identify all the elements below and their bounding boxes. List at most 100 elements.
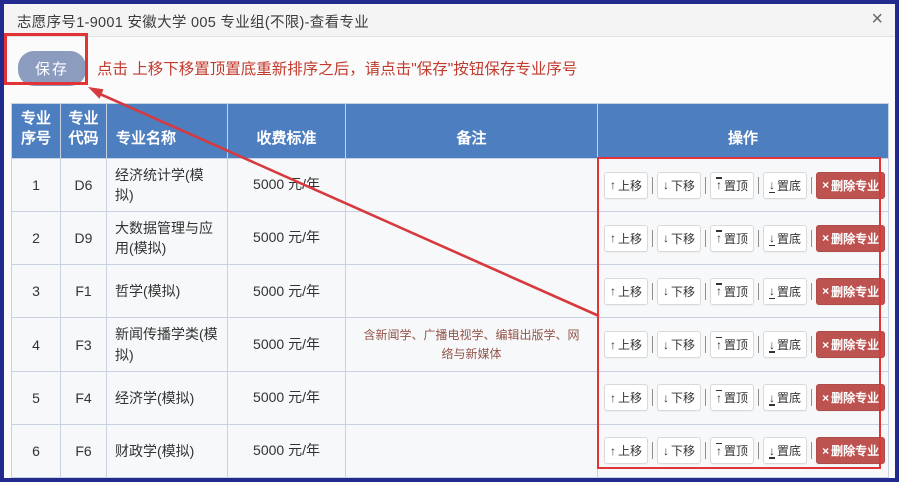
fee-cell: 5000 元/年 (227, 317, 346, 372)
move-down-icon: ↓ (663, 178, 670, 193)
move-to-bottom-button[interactable]: ↓ 置底 (763, 331, 808, 359)
remark-cell (345, 157, 598, 213)
save-button[interactable]: 保存 (18, 51, 87, 86)
move-to-top-button[interactable]: ↑ 置顶 (710, 331, 755, 359)
delete-major-button[interactable]: × 删除专业 (816, 331, 886, 359)
header-code: 专业代码 (60, 103, 107, 159)
move-up-icon: ↑ (610, 178, 616, 193)
move-to-top-button[interactable]: ↑ 置顶 (710, 171, 755, 199)
delete-major-button[interactable]: × 删除专业 (816, 171, 886, 199)
move-up-button[interactable]: ↑ 上移 (604, 277, 649, 305)
move-to-top-icon: ↑ (716, 177, 723, 193)
fee-cell: 5000 元/年 (227, 423, 346, 478)
move-to-top-button[interactable]: ↑ 置顶 (710, 277, 755, 305)
seq-cell: 6 (11, 423, 61, 478)
code-cell: F6 (60, 423, 107, 478)
remark-cell (345, 211, 598, 266)
delete-icon: × (822, 284, 830, 299)
major-name-cell: 大数据管理与应用(模拟) (106, 211, 228, 266)
fee-cell: 5000 元/年 (227, 264, 346, 319)
delete-icon: × (822, 231, 830, 246)
separator (758, 442, 760, 460)
separator (652, 282, 654, 300)
move-up-button[interactable]: ↑ 上移 (604, 384, 649, 412)
move-up-button[interactable]: ↑ 上移 (604, 437, 649, 465)
separator (758, 336, 760, 354)
delete-major-button[interactable]: × 删除专业 (816, 437, 886, 465)
major-row: 6 F6 财政学(模拟) 5000 元/年 ↑ 上移 ↓ 下移 (11, 423, 889, 478)
operation-buttons: ↑ 上移 ↓ 下移 ↑ 置顶 ↓ 置底 × 删除专 (604, 331, 888, 359)
move-up-button[interactable]: ↑ 上移 (604, 171, 649, 199)
move-to-top-button[interactable]: ↑ 置顶 (710, 224, 755, 252)
seq-cell: 1 (11, 157, 61, 213)
toolbar: 保存 点击 上移下移置顶置底重新排序之后，请点击"保存"按钮保存专业序号 (4, 38, 895, 102)
majors-table: 专业序号 专业代码 专业名称 收费标准 备注 操作 1 D6 经济统计学(模拟)… (11, 103, 889, 478)
separator (758, 389, 760, 407)
move-to-top-icon: ↑ (716, 336, 723, 352)
move-down-button[interactable]: ↓ 下移 (657, 277, 702, 305)
separator (652, 389, 654, 407)
major-name-cell: 哲学(模拟) (106, 264, 228, 319)
move-down-icon: ↓ (663, 443, 670, 458)
operation-buttons: ↑ 上移 ↓ 下移 ↑ 置顶 ↓ 置底 × 删除专 (604, 171, 888, 199)
separator (705, 442, 707, 460)
move-to-bottom-button[interactable]: ↓ 置底 (763, 384, 808, 412)
remark-cell: 含新闻学、广播电视学、编辑出版学、网络与新媒体 (345, 317, 598, 372)
move-to-bottom-button[interactable]: ↓ 置底 (763, 277, 808, 305)
move-to-bottom-button[interactable]: ↓ 置底 (763, 437, 808, 465)
fee-cell: 5000 元/年 (227, 157, 346, 213)
delete-icon: × (822, 337, 830, 352)
separator (705, 282, 707, 300)
move-up-icon: ↑ (610, 231, 616, 246)
move-down-button[interactable]: ↓ 下移 (657, 331, 702, 359)
separator (811, 282, 813, 300)
operations-cell: ↑ 上移 ↓ 下移 ↑ 置顶 ↓ 置底 × 删除专 (597, 317, 889, 372)
save-instruction-text: 点击 上移下移置顶置底重新排序之后，请点击"保存"按钮保存专业序号 (97, 61, 578, 78)
close-icon[interactable]: × (871, 8, 883, 30)
major-row: 4 F3 新闻传播学类(模拟) 5000 元/年 含新闻学、广播电视学、编辑出版… (11, 317, 889, 372)
move-up-button[interactable]: ↑ 上移 (604, 331, 649, 359)
separator (652, 176, 654, 194)
fee-cell: 5000 元/年 (227, 370, 346, 425)
delete-major-button[interactable]: × 删除专业 (816, 384, 886, 412)
header-actions: 操作 (597, 103, 889, 159)
move-to-top-button[interactable]: ↑ 置顶 (710, 437, 755, 465)
operations-cell: ↑ 上移 ↓ 下移 ↑ 置顶 ↓ 置底 × 删除专 (597, 157, 889, 213)
move-down-button[interactable]: ↓ 下移 (657, 437, 702, 465)
separator (705, 229, 707, 247)
seq-cell: 4 (11, 317, 61, 372)
move-to-bottom-icon: ↓ (769, 337, 776, 353)
move-to-bottom-icon: ↓ (769, 284, 776, 300)
code-cell: D9 (60, 211, 107, 266)
seq-cell: 2 (11, 211, 61, 266)
move-down-button[interactable]: ↓ 下移 (657, 384, 702, 412)
operations-cell: ↑ 上移 ↓ 下移 ↑ 置顶 ↓ 置底 × 删除专 (597, 211, 889, 266)
separator (758, 282, 760, 300)
delete-major-button[interactable]: × 删除专业 (816, 224, 886, 252)
separator (705, 336, 707, 354)
major-name-cell: 财政学(模拟) (106, 423, 228, 478)
operation-buttons: ↑ 上移 ↓ 下移 ↑ 置顶 ↓ 置底 × 删除专 (604, 224, 888, 252)
move-up-icon: ↑ (610, 337, 616, 352)
separator (811, 176, 813, 194)
separator (811, 229, 813, 247)
move-down-button[interactable]: ↓ 下移 (657, 224, 702, 252)
major-row: 2 D9 大数据管理与应用(模拟) 5000 元/年 ↑ 上移 ↓ 下移 (11, 211, 889, 266)
operation-buttons: ↑ 上移 ↓ 下移 ↑ 置顶 ↓ 置底 × 删除专 (604, 437, 888, 465)
major-name-cell: 经济学(模拟) (106, 370, 228, 425)
move-to-top-button[interactable]: ↑ 置顶 (710, 384, 755, 412)
move-up-button[interactable]: ↑ 上移 (604, 224, 649, 252)
move-to-top-icon: ↑ (716, 389, 723, 405)
move-up-icon: ↑ (610, 284, 616, 299)
move-to-bottom-button[interactable]: ↓ 置底 (763, 224, 808, 252)
move-down-icon: ↓ (663, 231, 670, 246)
move-to-bottom-icon: ↓ (769, 231, 776, 247)
move-to-bottom-button[interactable]: ↓ 置底 (763, 171, 808, 199)
delete-major-button[interactable]: × 删除专业 (816, 277, 886, 305)
major-row: 1 D6 经济统计学(模拟) 5000 元/年 ↑ 上移 ↓ 下移 (11, 157, 889, 213)
move-down-button[interactable]: ↓ 下移 (657, 171, 702, 199)
separator (758, 229, 760, 247)
major-row: 5 F4 经济学(模拟) 5000 元/年 ↑ 上移 ↓ 下移 (11, 370, 889, 425)
separator (652, 336, 654, 354)
move-down-icon: ↓ (663, 390, 670, 405)
